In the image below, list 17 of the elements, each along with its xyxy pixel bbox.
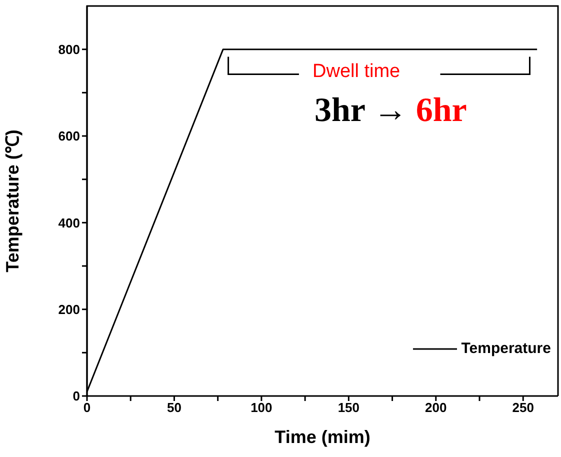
x-tick-label: 50: [166, 400, 182, 416]
legend-label: Temperature: [461, 340, 551, 357]
x-tick-label: 100: [250, 400, 272, 416]
x-axis-title: Time (mim): [274, 427, 370, 447]
y-tick-label: 200: [58, 302, 80, 317]
annotation: Dwell time: [312, 60, 400, 83]
x-tick-label: 250: [512, 400, 534, 416]
y-tick-label: 400: [58, 215, 80, 230]
y-tick-label: 600: [58, 128, 80, 144]
annotation: 3hr →: [314, 92, 408, 129]
y-tick-label: 0: [72, 388, 80, 404]
x-tick-label: 200: [425, 400, 447, 416]
y-axis-title: Temperature (℃): [2, 130, 22, 272]
y-tick-label: 800: [58, 42, 80, 57]
x-tick-label: 150: [338, 400, 360, 416]
x-tick-label: 0: [83, 400, 91, 416]
annotation: 6hr: [416, 92, 467, 129]
